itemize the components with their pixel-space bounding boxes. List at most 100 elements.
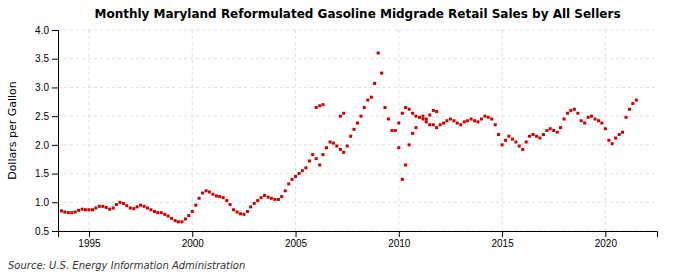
point — [339, 148, 342, 151]
point — [174, 219, 177, 222]
point — [160, 211, 163, 214]
tick-label: 2010 — [388, 238, 411, 249]
point — [476, 120, 479, 123]
tick: 3.0 — [35, 82, 58, 93]
point — [501, 143, 504, 146]
grid-line — [502, 30, 503, 231]
point — [318, 163, 321, 166]
point — [342, 112, 345, 115]
point — [105, 206, 108, 209]
point — [414, 115, 417, 118]
point — [177, 220, 180, 223]
point — [628, 108, 631, 111]
tick: 2.5 — [35, 111, 58, 122]
point — [325, 146, 328, 149]
point — [332, 142, 335, 145]
point — [428, 123, 431, 126]
point — [370, 96, 373, 99]
point — [291, 178, 294, 181]
point — [631, 102, 634, 105]
tick-label: 3.0 — [35, 82, 49, 93]
point — [607, 139, 610, 142]
point — [635, 99, 638, 102]
point — [504, 139, 507, 142]
tick-mark — [52, 202, 58, 203]
y-axis: 0.51.01.52.02.53.03.54.0 — [35, 25, 58, 237]
grid-line — [192, 30, 193, 231]
point — [311, 153, 314, 156]
point — [401, 112, 404, 115]
point — [590, 115, 593, 118]
tick-mark — [605, 231, 606, 237]
point — [322, 103, 325, 106]
point — [435, 110, 438, 113]
tick: 1.5 — [35, 168, 58, 179]
point — [428, 113, 431, 116]
point — [98, 205, 101, 208]
point — [222, 196, 225, 199]
point — [401, 178, 404, 181]
tick-mark — [52, 59, 58, 60]
tick-label: 1995 — [78, 238, 101, 249]
point — [525, 140, 528, 143]
axis-line — [52, 31, 59, 232]
point — [63, 211, 66, 214]
point — [408, 108, 411, 111]
point — [580, 119, 583, 122]
point — [149, 208, 152, 211]
point — [94, 207, 97, 210]
point — [74, 211, 77, 214]
point — [566, 112, 569, 115]
point — [559, 126, 562, 129]
point — [466, 119, 469, 122]
point — [618, 133, 621, 136]
point — [146, 207, 149, 210]
point — [346, 145, 349, 148]
point — [335, 145, 338, 148]
point — [442, 122, 445, 125]
tick-mark — [52, 174, 58, 175]
point — [463, 120, 466, 123]
tick-mark — [89, 231, 90, 237]
plot-area — [60, 51, 638, 223]
tick-mark — [52, 145, 58, 146]
point — [490, 118, 493, 121]
point — [497, 133, 500, 136]
point — [545, 129, 548, 132]
grid-line — [58, 173, 657, 174]
point — [153, 210, 156, 213]
point — [294, 175, 297, 178]
point — [408, 143, 411, 146]
tick-mark — [52, 30, 58, 31]
point — [604, 127, 607, 130]
grid-line — [88, 30, 89, 231]
point — [229, 203, 232, 206]
grid-line — [605, 30, 606, 231]
point — [115, 203, 118, 206]
point — [532, 133, 535, 136]
point — [377, 51, 380, 54]
point — [425, 120, 428, 123]
point — [191, 210, 194, 213]
point — [112, 207, 115, 210]
tick-label: 2015 — [491, 238, 514, 249]
point — [308, 159, 311, 162]
tick-label: 2.0 — [35, 140, 49, 151]
title: Monthly Maryland Reformulated Gasoline M… — [94, 7, 620, 21]
tick-label: 2005 — [285, 238, 308, 249]
point — [184, 217, 187, 220]
tick: 0.5 — [35, 226, 58, 237]
point — [449, 118, 452, 121]
grid-line — [58, 30, 657, 31]
point — [583, 122, 586, 125]
point — [518, 145, 521, 148]
tick-label: 2.5 — [35, 111, 49, 122]
point — [163, 213, 166, 216]
point — [242, 213, 245, 216]
grid-line — [58, 202, 657, 203]
point — [514, 140, 517, 143]
point — [528, 135, 531, 138]
point — [273, 198, 276, 201]
point — [421, 118, 424, 121]
point — [418, 116, 421, 119]
